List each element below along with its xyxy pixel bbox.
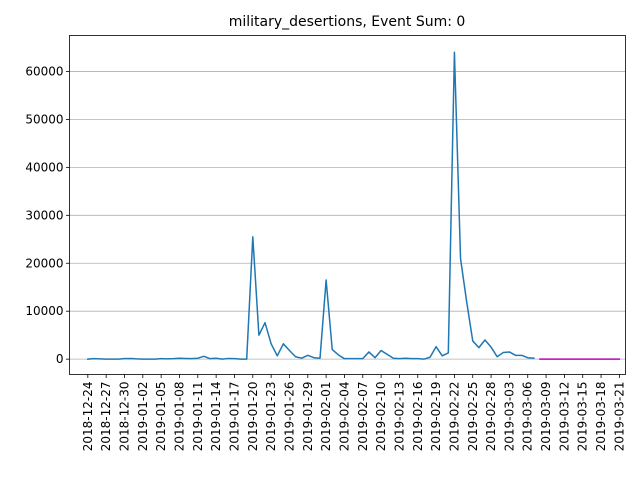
- x-tick-label: 2019-01-14: [209, 382, 223, 452]
- x-tick-label: 2019-01-20: [246, 382, 260, 452]
- x-tick-label: 2019-01-11: [191, 382, 205, 452]
- x-tick-label: 2019-02-22: [447, 382, 461, 452]
- y-tick-label: 0: [56, 352, 64, 366]
- y-tick-label: 40000: [25, 160, 63, 174]
- chart-title: military_desertions, Event Sum: 0: [229, 14, 466, 30]
- x-tick-label: 2019-02-19: [429, 382, 443, 452]
- x-tick-label: 2019-03-21: [612, 382, 626, 452]
- series-line-1: [87, 51, 535, 360]
- series-layer: [87, 51, 621, 360]
- x-tick-label: 2019-03-09: [539, 382, 553, 452]
- x-tick-label: 2019-02-25: [466, 382, 480, 452]
- y-tick-label: 20000: [25, 256, 63, 270]
- x-tick-label: 2018-12-30: [117, 382, 131, 452]
- x-tick-label: 2019-02-28: [484, 382, 498, 452]
- x-tick-label: 2019-02-01: [319, 382, 333, 452]
- x-tick-label: 2019-01-17: [227, 382, 241, 452]
- axes-frame: [69, 35, 626, 375]
- y-tick-label: 10000: [25, 304, 63, 318]
- x-tick-label: 2019-02-13: [392, 382, 406, 452]
- x-tick-label: 2018-12-27: [99, 382, 113, 452]
- x-tick-label: 2019-03-03: [502, 382, 516, 452]
- x-tick-label: 2019-02-04: [337, 382, 351, 452]
- x-tick-label: 2019-02-10: [374, 382, 388, 452]
- x-axis: 2018-12-24 2018-12-27 2018-12-30 2019-01-02…: [81, 374, 626, 452]
- x-tick-label: 2019-01-26: [282, 382, 296, 452]
- x-tick-label: 2018-12-24: [81, 382, 95, 452]
- y-tick-label: 60000: [25, 64, 63, 78]
- y-tick-label: 30000: [25, 208, 63, 222]
- x-tick-label: 2019-02-16: [411, 382, 425, 452]
- x-tick-label: 2019-01-29: [301, 382, 315, 452]
- x-tick-label: 2019-01-02: [136, 382, 150, 452]
- x-tick-label: 2019-03-06: [521, 382, 535, 452]
- x-tick-label: 2019-03-12: [557, 382, 571, 452]
- x-tick-label: 2019-02-07: [356, 382, 370, 452]
- x-tick-label: 2019-01-23: [264, 382, 278, 452]
- x-tick-label: 2019-03-15: [576, 382, 590, 452]
- x-tick-label: 2019-01-08: [172, 382, 186, 452]
- x-tick-label: 2019-01-05: [154, 382, 168, 452]
- y-axis: 0 10000 20000 30000 40000 50000 60000: [25, 64, 70, 366]
- x-tick-label: 2019-03-18: [594, 382, 608, 452]
- y-tick-label: 50000: [25, 112, 63, 126]
